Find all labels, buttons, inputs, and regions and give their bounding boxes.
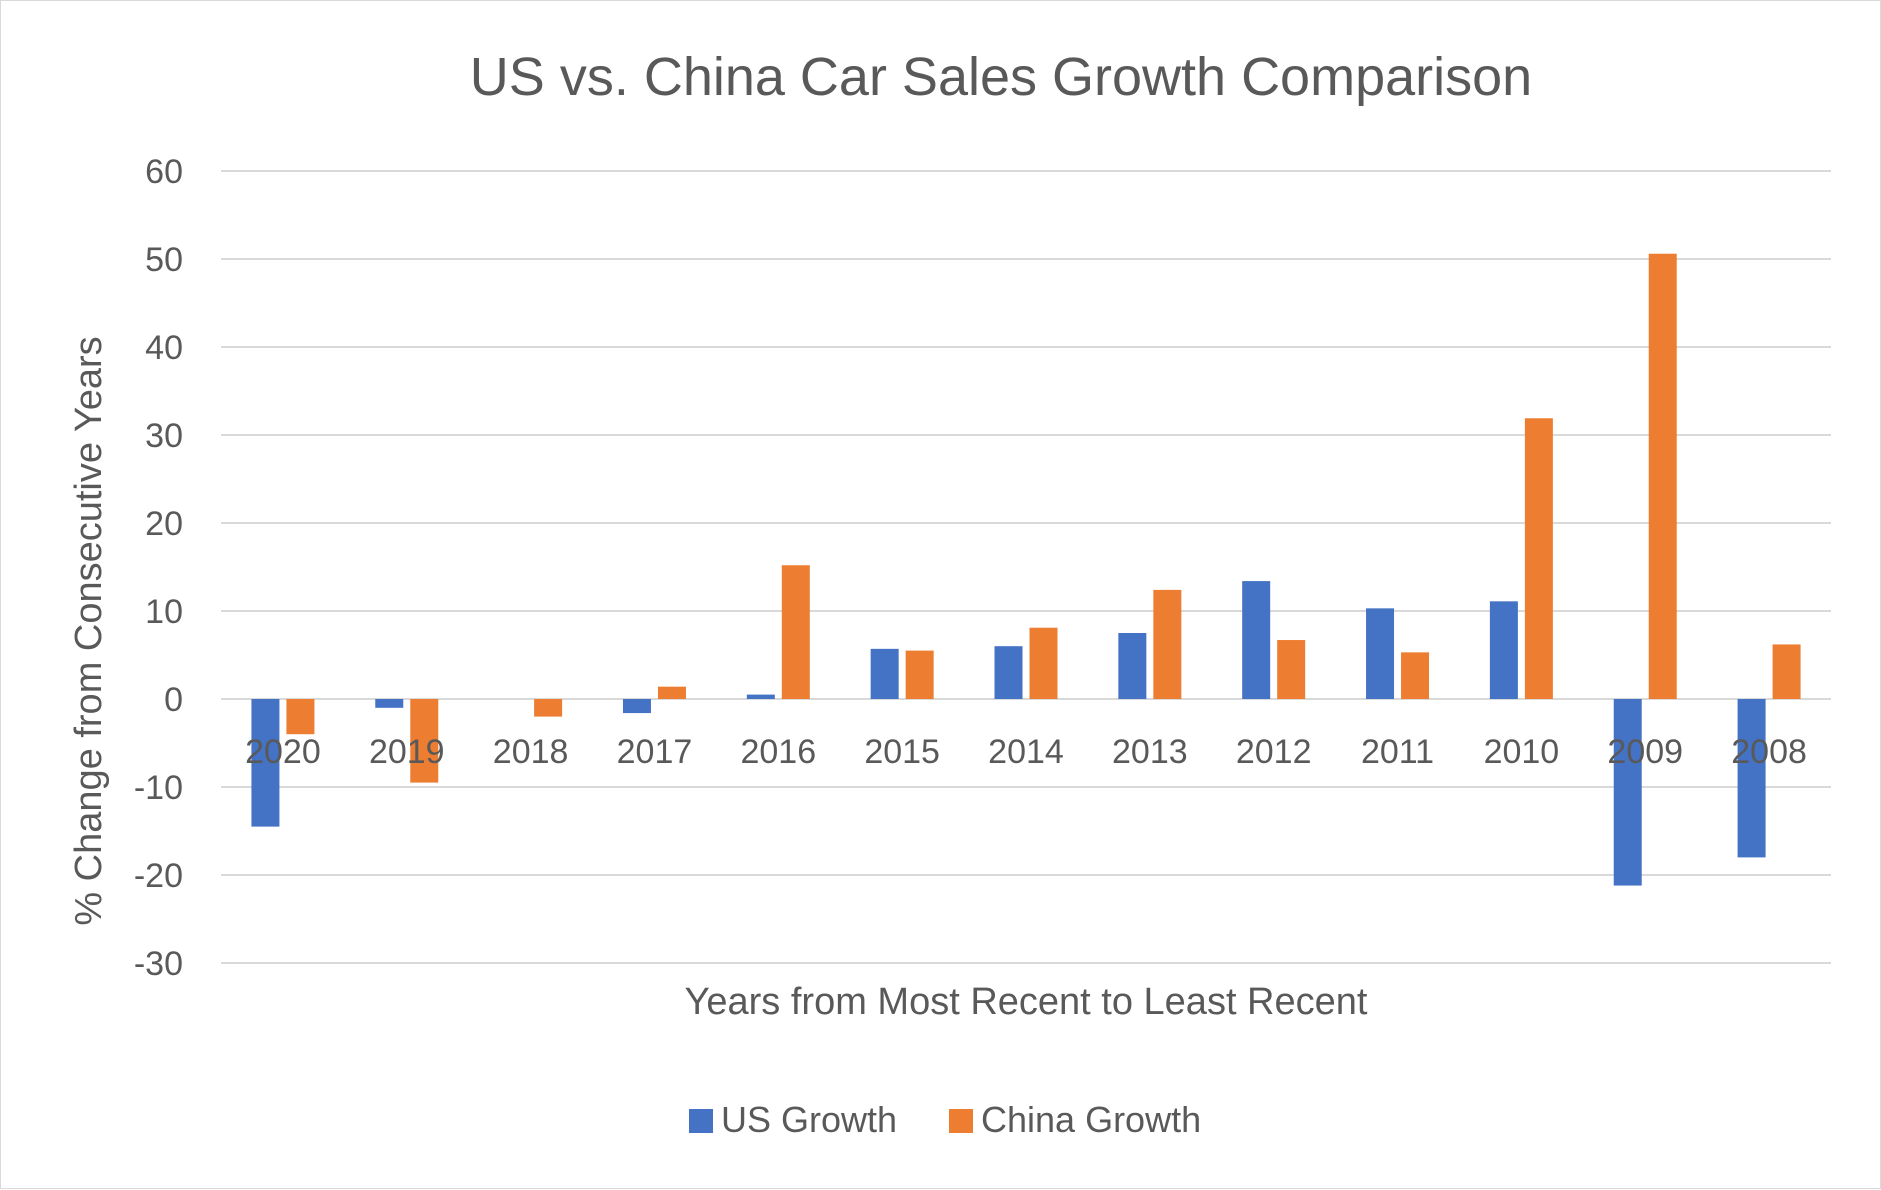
bar-china-2016 [782, 565, 810, 699]
x-tick-label-2011: 2011 [1361, 733, 1434, 771]
gridlines [221, 171, 1831, 963]
legend-label-us: US Growth [721, 1099, 897, 1140]
x-tick-label-2014: 2014 [988, 733, 1064, 771]
bar-china-2017 [658, 687, 686, 699]
bar-china-2015 [906, 651, 934, 699]
x-tick-label-2009: 2009 [1607, 733, 1683, 771]
x-tick-label-2015: 2015 [864, 733, 940, 771]
legend: US Growth China Growth [689, 1099, 1201, 1140]
y-tick-label: 60 [145, 153, 183, 191]
y-tick-label: -20 [134, 857, 183, 895]
x-tick-label-2016: 2016 [740, 733, 816, 771]
x-tick-label-2020: 2020 [245, 733, 321, 771]
bar-china-2008 [1773, 644, 1801, 699]
bar-us-2015 [871, 649, 899, 699]
legend-swatch-china [949, 1109, 973, 1133]
bar-us-2019 [375, 699, 403, 708]
bars [251, 254, 1800, 886]
x-tick-label-2017: 2017 [617, 733, 693, 771]
x-tick-labels: 2020 2019 2018 2017 2016 2015 2014 2013 2012 2011… [245, 733, 1807, 771]
y-tick-label: 50 [145, 241, 183, 279]
bar-us-2011 [1366, 608, 1394, 699]
x-tick-label-2010: 2010 [1484, 733, 1560, 771]
bar-us-2010 [1490, 601, 1518, 699]
bar-china-2009 [1649, 254, 1677, 699]
x-tick-label-2019: 2019 [369, 733, 445, 771]
bar-china-2010 [1525, 418, 1553, 699]
x-tick-label-2008: 2008 [1731, 733, 1807, 771]
y-tick-label: -30 [134, 945, 183, 983]
bar-us-2017 [623, 699, 651, 713]
bar-china-2020 [286, 699, 314, 734]
y-tick-label: 10 [145, 593, 183, 631]
bar-china-2013 [1153, 590, 1181, 699]
y-tick-label: 30 [145, 417, 183, 455]
y-tick-label: 20 [145, 505, 183, 543]
bar-us-2014 [995, 646, 1023, 699]
y-axis-title: % Change from Consecutive Years [68, 336, 110, 925]
bar-china-2018 [534, 699, 562, 717]
chart-title: US vs. China Car Sales Growth Comparison [470, 47, 1532, 107]
x-tick-label-2013: 2013 [1112, 733, 1188, 771]
x-tick-label-2012: 2012 [1236, 733, 1312, 771]
bar-china-2012 [1277, 640, 1305, 699]
bar-us-2013 [1118, 633, 1146, 699]
y-tick-label: -10 [134, 769, 183, 807]
y-tick-label: 0 [164, 681, 183, 719]
bar-us-2009 [1614, 699, 1642, 886]
x-axis-title: Years from Most Recent to Least Recent [685, 981, 1368, 1023]
legend-swatch-us [689, 1109, 713, 1133]
y-tick-label: 40 [145, 329, 183, 367]
x-tick-label-2018: 2018 [493, 733, 569, 771]
bar-us-2012 [1242, 581, 1270, 699]
y-tick-labels: -30 -20 -10 0 10 20 30 40 50 60 [134, 153, 183, 983]
bar-china-2014 [1030, 628, 1058, 699]
bar-us-2016 [747, 695, 775, 699]
legend-label-china: China Growth [981, 1099, 1201, 1140]
bar-us-2008 [1738, 699, 1766, 857]
bar-china-2011 [1401, 652, 1429, 699]
